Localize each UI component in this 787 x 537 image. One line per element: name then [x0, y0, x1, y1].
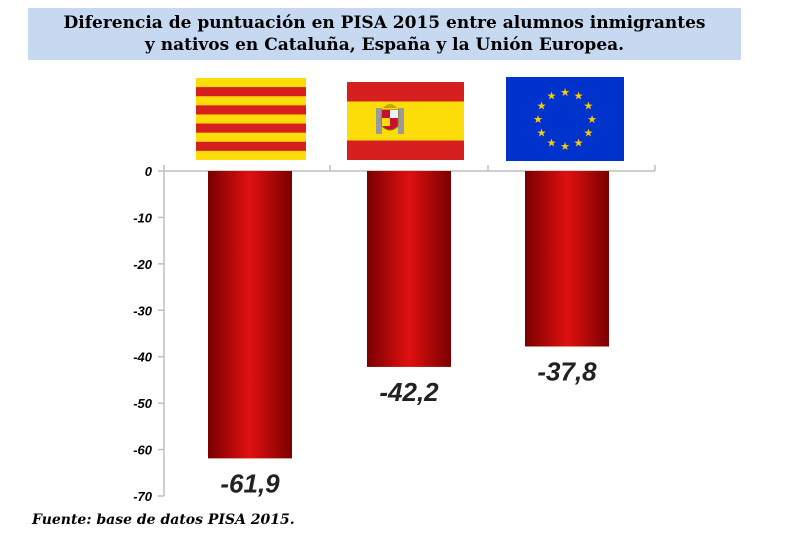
star-icon: ★ [537, 100, 547, 113]
bar [208, 171, 292, 459]
shield-quarter [390, 110, 398, 118]
bar [367, 171, 451, 367]
star-icon: ★ [574, 90, 584, 103]
star-icon: ★ [547, 136, 557, 149]
flag-stripe [196, 87, 306, 97]
star-icon: ★ [583, 127, 593, 140]
eu-flag-icon: ★ ★★★★★★★★★★★ [506, 77, 624, 161]
star-icon: ★ [583, 100, 593, 113]
bar [525, 171, 609, 347]
y-tick-label: -10 [133, 210, 153, 225]
flag-stripe [196, 123, 306, 133]
flag-stripe [347, 101, 464, 141]
star-icon: ★ [537, 127, 547, 140]
shield-quarter [382, 110, 390, 118]
flag-stripe [196, 105, 306, 115]
shield-quarter [382, 118, 390, 126]
star-icon: ★ [547, 90, 557, 103]
y-tick-label: -60 [133, 443, 153, 458]
crown [383, 104, 397, 108]
chart-title-line-1: Diferencia de puntuación en PISA 2015 en… [63, 13, 706, 33]
data-label: -37,8 [537, 357, 597, 387]
flag-field [506, 77, 624, 161]
y-tick-label: -30 [133, 303, 153, 318]
chart-title-line-2: y nativos en Cataluña, España y la Unión… [144, 35, 625, 55]
star-icon: ★ [587, 113, 597, 126]
star-icon: ★ [560, 140, 570, 153]
coat-of-arms-icon [376, 104, 404, 134]
star-icon: ★ [533, 113, 543, 126]
chart-title: Diferencia de puntuación en PISA 2015 en… [28, 8, 741, 60]
y-tick-label: -70 [133, 489, 153, 504]
pillar [398, 108, 404, 134]
data-label: -61,9 [220, 468, 280, 498]
y-tick-label: -20 [133, 257, 153, 272]
y-tick-label: 0 [145, 164, 153, 179]
spain-flag-icon [347, 82, 464, 160]
y-tick-label: -50 [133, 396, 153, 411]
pillar [376, 108, 382, 134]
star-icon: ★ [560, 86, 570, 99]
y-tick-label: -40 [133, 350, 153, 365]
star-icon: ★ [574, 136, 584, 149]
source-note: Fuente: base de datos PISA 2015. [32, 512, 295, 528]
catalonia-flag-icon [196, 78, 306, 160]
data-label: -42,2 [379, 377, 439, 407]
flag-stripe [196, 141, 306, 151]
